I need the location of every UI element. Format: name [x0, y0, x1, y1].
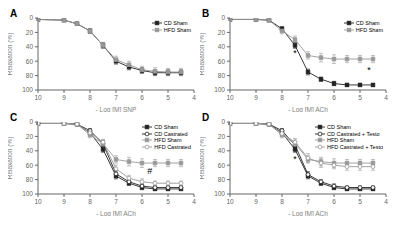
svg-text:5: 5 — [166, 94, 170, 101]
svg-text:- Log [M] SNP: - Log [M] SNP — [96, 106, 137, 112]
svg-text:10: 10 — [34, 198, 42, 205]
svg-text:40: 40 — [26, 43, 34, 50]
svg-text:8: 8 — [88, 198, 92, 205]
html-text:CD Sham: CD Sham — [327, 124, 351, 130]
svg-text:7: 7 — [306, 198, 310, 205]
svg-text:4: 4 — [192, 94, 196, 101]
svg-text:8: 8 — [88, 94, 92, 101]
svg-text:0: 0 — [29, 14, 33, 21]
html-text:HFD Castrated + Testo: HFD Castrated + Testo — [327, 143, 383, 150]
svg-text:0: 0 — [221, 14, 225, 21]
svg-text:9: 9 — [62, 94, 66, 101]
svg-text:*: * — [367, 65, 371, 75]
svg-text:80: 80 — [218, 176, 226, 183]
svg-text:Relaxation (%): Relaxation (%) — [8, 33, 14, 76]
html-text:HFD Castrated: HFD Castrated — [154, 143, 191, 150]
svg-text:40: 40 — [218, 43, 226, 50]
svg-text:80: 80 — [26, 72, 34, 79]
html-text:CD Castrated + Testo: CD Castrated + Testo — [327, 130, 380, 137]
svg-text:6: 6 — [140, 198, 144, 205]
html-text:HFD Sham: HFD Sham — [355, 26, 383, 33]
svg-text:8: 8 — [280, 94, 284, 101]
html-text:CD Sham: CD Sham — [163, 20, 188, 26]
svg-text:- Log [M] ACh: - Log [M] ACh — [96, 210, 136, 216]
svg-text:0: 0 — [221, 118, 225, 125]
svg-text:9: 9 — [254, 198, 258, 205]
svg-text:9: 9 — [62, 198, 66, 205]
svg-text:9: 9 — [254, 94, 258, 101]
html-text:HFD Sham: HFD Sham — [327, 137, 355, 143]
svg-text:60: 60 — [218, 162, 226, 169]
svg-text:*: * — [293, 154, 297, 164]
svg-text:4: 4 — [192, 198, 196, 205]
svg-text:60: 60 — [218, 58, 226, 65]
svg-text:20: 20 — [218, 133, 226, 140]
svg-text:10: 10 — [34, 94, 42, 101]
svg-text:7: 7 — [114, 94, 118, 101]
svg-text:5: 5 — [166, 198, 170, 205]
svg-text:5: 5 — [358, 198, 362, 205]
html-text:C: C — [10, 112, 18, 123]
svg-text:100: 100 — [214, 86, 225, 93]
svg-text:6: 6 — [140, 94, 144, 101]
html-text:CD Castrated: CD Castrated — [154, 130, 188, 137]
svg-text:20: 20 — [26, 133, 34, 140]
svg-text:- Log [M] ACh: - Log [M] ACh — [288, 106, 328, 112]
html-text:CD Sham: CD Sham — [154, 124, 179, 130]
svg-text:60: 60 — [26, 162, 34, 169]
svg-text:100: 100 — [214, 190, 225, 197]
svg-text:4: 4 — [384, 94, 388, 101]
svg-text:20: 20 — [218, 29, 226, 36]
svg-text:80: 80 — [26, 176, 34, 183]
svg-text:*: * — [293, 48, 297, 58]
html-text:HFD Sham: HFD Sham — [154, 137, 182, 143]
html-text:D: D — [202, 112, 210, 123]
svg-text:Relaxation (%): Relaxation (%) — [8, 137, 14, 180]
svg-text:6: 6 — [332, 198, 336, 205]
html-text:A: A — [10, 8, 18, 19]
svg-text:8: 8 — [280, 198, 284, 205]
svg-text:5: 5 — [358, 94, 362, 101]
html-text:B: B — [202, 8, 210, 19]
html-text:HFD Sham: HFD Sham — [163, 26, 191, 33]
svg-text:- Log [M] ACh: - Log [M] ACh — [288, 210, 328, 216]
svg-text:100: 100 — [22, 86, 33, 93]
svg-text:0: 0 — [29, 118, 33, 125]
svg-text:20: 20 — [26, 29, 34, 36]
svg-text:80: 80 — [218, 72, 226, 79]
svg-text:Relaxation (%): Relaxation (%) — [200, 137, 206, 180]
svg-text:7: 7 — [114, 198, 118, 205]
svg-text:100: 100 — [22, 190, 33, 197]
svg-text:10: 10 — [226, 198, 234, 205]
svg-text:60: 60 — [26, 58, 34, 65]
svg-text:40: 40 — [218, 147, 226, 154]
svg-text:10: 10 — [226, 94, 234, 101]
svg-text:4: 4 — [384, 198, 388, 205]
svg-text:6: 6 — [332, 94, 336, 101]
svg-text:#: # — [147, 166, 152, 176]
svg-text:7: 7 — [306, 94, 310, 101]
svg-text:Relaxation (%): Relaxation (%) — [200, 33, 206, 76]
svg-text:40: 40 — [26, 147, 34, 154]
html-text:CD Sham: CD Sham — [355, 20, 380, 26]
